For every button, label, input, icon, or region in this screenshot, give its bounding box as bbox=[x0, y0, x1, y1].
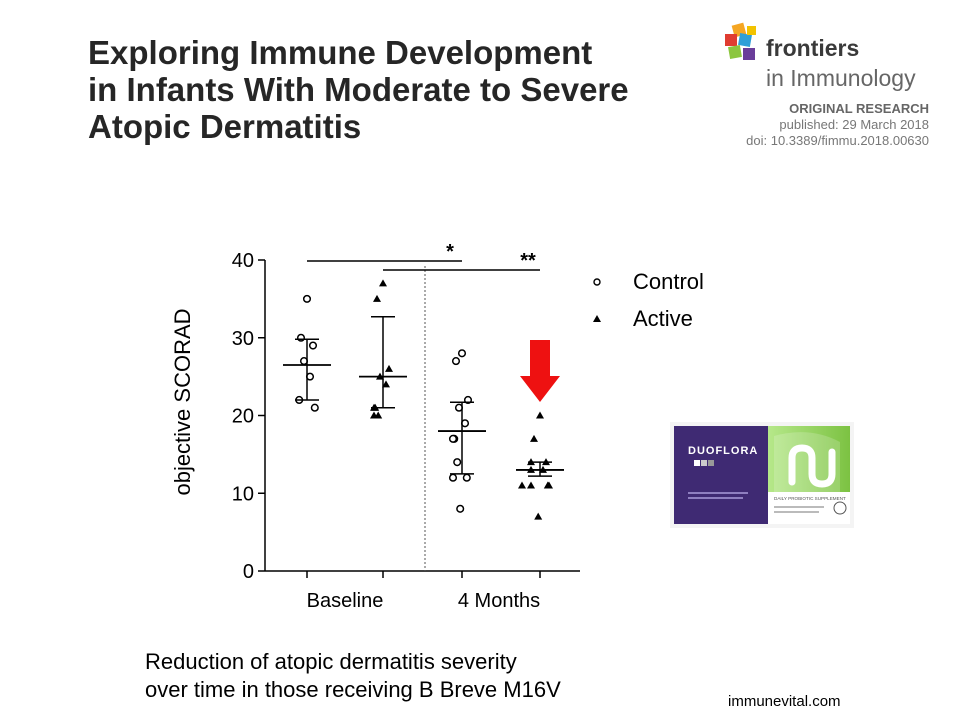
data-point-active bbox=[545, 481, 553, 489]
data-point-active bbox=[530, 434, 538, 442]
significance-label: ** bbox=[520, 250, 536, 272]
data-point-control bbox=[308, 341, 318, 350]
x-group-label: 4 Months bbox=[458, 590, 540, 612]
data-point-control bbox=[296, 333, 306, 342]
journal-brand: frontiers bbox=[766, 35, 860, 61]
data-point-control bbox=[448, 434, 458, 443]
red-down-arrow-icon bbox=[520, 340, 560, 402]
data-point-active bbox=[534, 512, 543, 520]
y-tick-label: 0 bbox=[243, 561, 254, 583]
legend-label-control: Control bbox=[633, 269, 704, 294]
data-point-control bbox=[453, 458, 462, 467]
legend-label-active: Active bbox=[633, 306, 693, 331]
journal-name: in Immunology bbox=[766, 65, 916, 91]
product-brand: DUOFLORA bbox=[688, 445, 758, 457]
doi: doi: 10.3389/fimmu.2018.00630 bbox=[746, 133, 929, 148]
significance-label: * bbox=[446, 241, 454, 263]
title-line-2: in Infants With Moderate to Severe bbox=[88, 71, 629, 108]
data-point-active bbox=[379, 279, 387, 287]
frontiers-logo-icon bbox=[725, 22, 756, 60]
journal-header: frontiers in Immunology ORIGINAL RESEARC… bbox=[723, 22, 935, 152]
x-group-label: Baseline bbox=[307, 590, 384, 612]
data-point-control bbox=[456, 504, 465, 513]
product-tag: DAILY PROBIOTIC SUPPLEMENT bbox=[774, 496, 846, 501]
title-line-1: Exploring Immune Development bbox=[88, 34, 593, 71]
data-point-active bbox=[536, 411, 544, 419]
data-point-control bbox=[451, 357, 461, 366]
paper-title: Exploring Immune Development in Infants … bbox=[88, 34, 728, 145]
y-tick-label: 40 bbox=[232, 250, 254, 272]
data-point-active bbox=[370, 411, 378, 419]
data-point-active bbox=[373, 294, 381, 302]
scorad-chart: objective SCORAD 0 10 20 30 40 Baseline 4 Mont… bbox=[170, 241, 704, 612]
y-tick-label: 30 bbox=[232, 328, 254, 350]
duoflora-product-image: DUOFLORA DAILY PROBIOTIC SUPPLEMENT bbox=[670, 422, 854, 528]
caption: Reduction of atopic dermatitis severity … bbox=[145, 648, 561, 704]
data-point-control bbox=[448, 473, 458, 482]
data-point-control bbox=[310, 403, 319, 412]
website-link[interactable]: immunevital.com bbox=[728, 693, 841, 710]
legend-marker-control bbox=[593, 278, 601, 286]
data-point-active bbox=[527, 481, 535, 489]
y-tick-label: 20 bbox=[232, 406, 254, 428]
legend-marker-active bbox=[593, 315, 601, 322]
data-point-control bbox=[462, 473, 471, 482]
data-point-active bbox=[382, 380, 390, 388]
y-tick-label: 10 bbox=[232, 483, 254, 505]
caption-line-2: over time in those receiving B Breve M16… bbox=[145, 677, 561, 702]
published-date: published: 29 March 2018 bbox=[779, 117, 929, 132]
data-point-control bbox=[457, 349, 467, 358]
article-type: ORIGINAL RESEARCH bbox=[789, 101, 929, 116]
caption-line-1: Reduction of atopic dermatitis severity bbox=[145, 649, 517, 674]
data-point-control bbox=[302, 294, 312, 303]
title-line-3: Atopic Dermatitis bbox=[88, 108, 362, 145]
data-point-active bbox=[518, 481, 526, 489]
data-point-active bbox=[385, 364, 393, 372]
y-axis-label: objective SCORAD bbox=[170, 308, 195, 495]
